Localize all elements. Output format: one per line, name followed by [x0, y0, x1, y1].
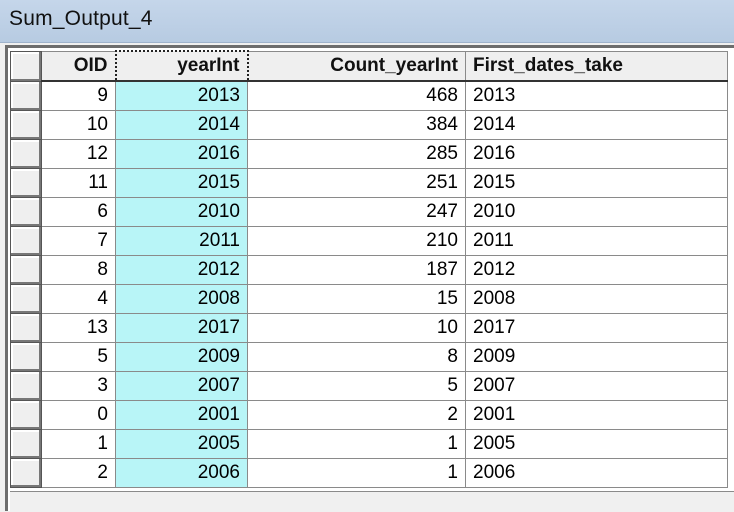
row-selector[interactable]	[10, 457, 42, 488]
row-selector[interactable]	[10, 283, 42, 314]
select-all-header[interactable]	[10, 50, 42, 82]
cell-count-yearint[interactable]: 10	[247, 312, 466, 343]
cell-count-yearint[interactable]: 251	[247, 167, 466, 198]
row-selector[interactable]	[10, 399, 42, 430]
cell-count-yearint[interactable]: 15	[247, 283, 466, 314]
row-selector[interactable]	[10, 370, 42, 401]
row-selector[interactable]	[10, 138, 42, 169]
attribute-table: OID yearInt Count_yearInt First_dates_ta…	[5, 45, 734, 512]
row-selector[interactable]	[10, 225, 42, 256]
row-selector[interactable]	[10, 312, 42, 343]
cell-yearint[interactable]: 2011	[115, 225, 248, 256]
cell-count-yearint[interactable]: 8	[247, 341, 466, 372]
table-body: 9 2013 468 2013 10 2014 384 2014 12 2016 285 2016 11…	[10, 80, 728, 488]
row-selector[interactable]	[10, 428, 42, 459]
cell-yearint[interactable]: 2008	[115, 283, 248, 314]
table-row[interactable]: 0 2001 2 2001	[10, 399, 728, 430]
cell-oid[interactable]: 11	[41, 167, 116, 198]
cell-oid[interactable]: 9	[41, 80, 116, 111]
table-empty-area	[10, 491, 734, 512]
cell-yearint[interactable]: 2015	[115, 167, 248, 198]
column-header-oid[interactable]: OID	[41, 50, 116, 82]
cell-first-dates-take[interactable]: 2006	[465, 457, 728, 488]
column-header-yearint[interactable]: yearInt	[114, 50, 249, 82]
cell-count-yearint[interactable]: 1	[247, 457, 466, 488]
table-row[interactable]: 8 2012 187 2012	[10, 254, 728, 285]
cell-oid[interactable]: 6	[41, 196, 116, 227]
cell-yearint[interactable]: 2017	[115, 312, 248, 343]
cell-first-dates-take[interactable]: 2007	[465, 370, 728, 401]
cell-count-yearint[interactable]: 5	[247, 370, 466, 401]
cell-oid[interactable]: 2	[41, 457, 116, 488]
cell-yearint[interactable]: 2016	[115, 138, 248, 169]
column-header-count-yearint[interactable]: Count_yearInt	[247, 50, 466, 82]
table-row[interactable]: 4 2008 15 2008	[10, 283, 728, 314]
cell-oid[interactable]: 1	[41, 428, 116, 459]
cell-oid[interactable]: 7	[41, 225, 116, 256]
cell-first-dates-take[interactable]: 2012	[465, 254, 728, 285]
cell-first-dates-take[interactable]: 2014	[465, 109, 728, 140]
cell-count-yearint[interactable]: 247	[247, 196, 466, 227]
cell-yearint[interactable]: 2006	[115, 457, 248, 488]
table-row[interactable]: 9 2013 468 2013	[10, 80, 728, 111]
cell-yearint[interactable]: 2007	[115, 370, 248, 401]
window-titlebar[interactable]: Sum_Output_4	[0, 0, 734, 43]
cell-first-dates-take[interactable]: 2011	[465, 225, 728, 256]
header-row: OID yearInt Count_yearInt First_dates_ta…	[10, 50, 728, 82]
row-selector[interactable]	[10, 254, 42, 285]
cell-first-dates-take[interactable]: 2001	[465, 399, 728, 430]
table-row[interactable]: 1 2005 1 2005	[10, 428, 728, 459]
cell-first-dates-take[interactable]: 2005	[465, 428, 728, 459]
cell-first-dates-take[interactable]: 2015	[465, 167, 728, 198]
cell-count-yearint[interactable]: 210	[247, 225, 466, 256]
table-row[interactable]: 11 2015 251 2015	[10, 167, 728, 198]
row-selector[interactable]	[10, 80, 42, 111]
window-title: Sum_Output_4	[9, 7, 153, 30]
cell-oid[interactable]: 5	[41, 341, 116, 372]
row-selector[interactable]	[10, 341, 42, 372]
cell-first-dates-take[interactable]: 2008	[465, 283, 728, 314]
row-selector[interactable]	[10, 109, 42, 140]
cell-oid[interactable]: 0	[41, 399, 116, 430]
data-grid: OID yearInt Count_yearInt First_dates_ta…	[10, 50, 728, 488]
cell-count-yearint[interactable]: 1	[247, 428, 466, 459]
cell-count-yearint[interactable]: 384	[247, 109, 466, 140]
table-row[interactable]: 7 2011 210 2011	[10, 225, 728, 256]
cell-count-yearint[interactable]: 468	[247, 80, 466, 111]
cell-yearint[interactable]: 2010	[115, 196, 248, 227]
cell-oid[interactable]: 12	[41, 138, 116, 169]
cell-first-dates-take[interactable]: 2017	[465, 312, 728, 343]
table-row[interactable]: 13 2017 10 2017	[10, 312, 728, 343]
cell-first-dates-take[interactable]: 2009	[465, 341, 728, 372]
cell-count-yearint[interactable]: 285	[247, 138, 466, 169]
column-header-first-dates-take[interactable]: First_dates_take	[465, 50, 728, 82]
cell-yearint[interactable]: 2005	[115, 428, 248, 459]
cell-first-dates-take[interactable]: 2010	[465, 196, 728, 227]
cell-oid[interactable]: 4	[41, 283, 116, 314]
table-row[interactable]: 2 2006 1 2006	[10, 457, 728, 488]
cell-oid[interactable]: 8	[41, 254, 116, 285]
table-row[interactable]: 12 2016 285 2016	[10, 138, 728, 169]
cell-yearint[interactable]: 2001	[115, 399, 248, 430]
table-row[interactable]: 3 2007 5 2007	[10, 370, 728, 401]
cell-oid[interactable]: 13	[41, 312, 116, 343]
cell-yearint[interactable]: 2014	[115, 109, 248, 140]
cell-oid[interactable]: 3	[41, 370, 116, 401]
cell-count-yearint[interactable]: 187	[247, 254, 466, 285]
row-selector[interactable]	[10, 167, 42, 198]
cell-first-dates-take[interactable]: 2013	[465, 80, 728, 111]
cell-yearint[interactable]: 2012	[115, 254, 248, 285]
row-selector[interactable]	[10, 196, 42, 227]
table-row[interactable]: 6 2010 247 2010	[10, 196, 728, 227]
cell-first-dates-take[interactable]: 2016	[465, 138, 728, 169]
cell-yearint[interactable]: 2013	[115, 80, 248, 111]
cell-yearint[interactable]: 2009	[115, 341, 248, 372]
table-row[interactable]: 5 2009 8 2009	[10, 341, 728, 372]
table-row[interactable]: 10 2014 384 2014	[10, 109, 728, 140]
cell-oid[interactable]: 10	[41, 109, 116, 140]
cell-count-yearint[interactable]: 2	[247, 399, 466, 430]
